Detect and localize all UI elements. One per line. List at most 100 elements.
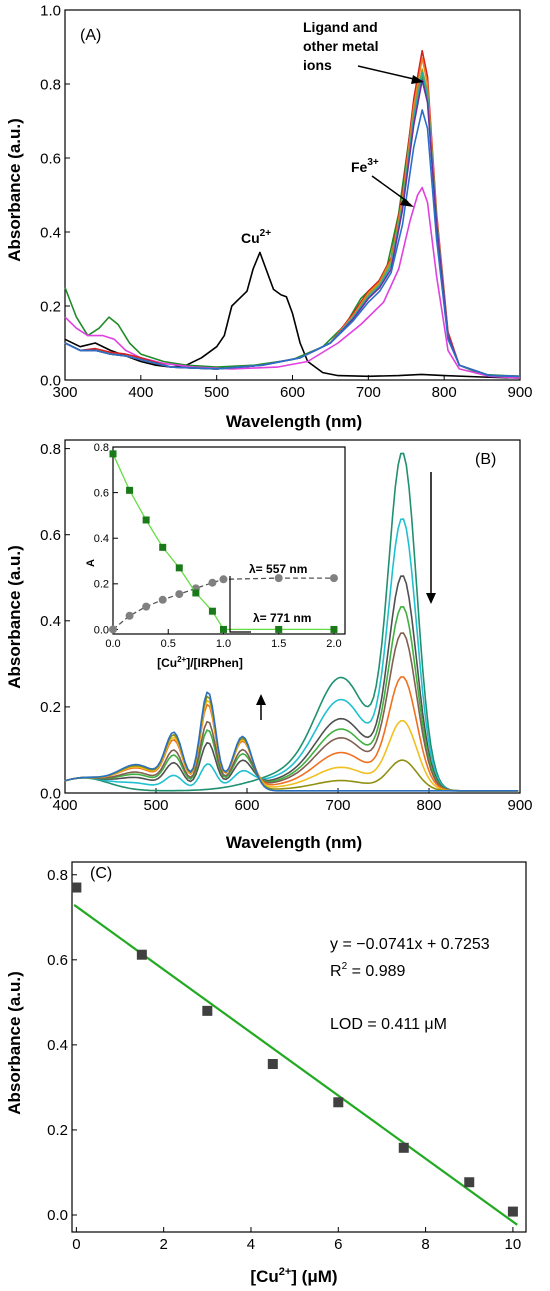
panel-a-y-tick-label: 0.8 xyxy=(40,76,61,93)
lod-text: LOD = 0.411 μM xyxy=(330,1016,447,1033)
panel-a-spectrum-line xyxy=(64,72,521,378)
ligand-annotation-line2: other metal xyxy=(303,38,378,54)
fit-r-squared: R2 = 0.989 xyxy=(330,961,406,980)
inset-771-marker xyxy=(142,516,150,524)
panel-a-label: (A) xyxy=(80,27,101,44)
inset-series-line xyxy=(112,453,334,631)
ligand-annotation-line3: ions xyxy=(303,57,332,73)
panel-b-y-tick-label: 0.0 xyxy=(40,785,61,802)
inset-series-line xyxy=(112,577,334,630)
panel-a-frame xyxy=(64,9,521,381)
panel-c-x-tick-label: 6 xyxy=(334,1236,342,1253)
inset-background xyxy=(113,447,345,634)
panel-a-y-tick-label: 1.0 xyxy=(40,2,61,19)
data-point xyxy=(202,1005,213,1016)
panel-b-label: (B) xyxy=(475,451,496,468)
inset-label-771: λ= 771 nm xyxy=(253,611,311,625)
increase-arrowhead xyxy=(256,694,266,705)
panel-a-plot-area: 300 400 500 600 700 800 900 0.0 0.2 0.4 0.6 0.8 1.0 xyxy=(40,2,532,401)
inset-y-tick-label: 0.2 xyxy=(94,579,109,591)
fit-line xyxy=(73,904,518,1226)
panel-b-spectrum-line xyxy=(64,691,519,792)
decrease-arrowhead xyxy=(426,593,436,604)
data-point xyxy=(267,1059,278,1070)
panel-b-x-axis-label: Wavelength (nm) xyxy=(226,833,362,852)
panel-b-x-tick-label: 900 xyxy=(507,797,532,814)
inset-frame xyxy=(112,446,346,635)
panel-b-x-tick-label: 400 xyxy=(52,797,77,814)
inset-557-marker xyxy=(274,574,283,583)
panel-c-y-tick-label: 0.0 xyxy=(47,1207,68,1224)
panel-c-x-tick-label: 8 xyxy=(421,1236,429,1253)
panel-b: 400 500 600 700 800 900 0.0 0.2 0.4 0.6 0.8 (B) Ab… xyxy=(5,439,533,852)
panel-a-spectrum-line xyxy=(64,75,521,378)
inset-y-tick-label: 0.8 xyxy=(94,442,109,454)
panel-a-spectrum-line xyxy=(64,49,521,378)
panel-c-plot-area: 0 2 4 6 8 10 0.0 0.2 0.4 0.6 0.8 xyxy=(47,861,527,1253)
inset-771-marker xyxy=(109,450,117,458)
ligand-annotation-line1: Ligand and xyxy=(303,19,378,35)
panel-a-x-tick-label: 500 xyxy=(204,384,229,401)
panel-a-y-tick-label: 0.0 xyxy=(40,372,61,389)
panel-a: 300 400 500 600 700 800 9000.00.20.40.60.81.0 … xyxy=(5,2,533,431)
inset-771-marker xyxy=(275,625,283,633)
panel-c-y-tick-label: 0.4 xyxy=(47,1037,68,1054)
ligand-arrow xyxy=(357,65,419,81)
panel-c-y-tick-label: 0.6 xyxy=(47,952,68,969)
panel-a-spectrum-line xyxy=(64,186,521,379)
fe-arrowhead xyxy=(400,198,414,207)
data-point xyxy=(136,949,147,960)
inset-x-tick-label: 1.5 xyxy=(271,638,286,650)
inset-771-marker xyxy=(330,625,338,633)
panel-c-y-axis-label: Absorbance (a.u.) xyxy=(5,971,24,1115)
panel-b-x-tick-label: 800 xyxy=(416,797,441,814)
panel-b-x-tick-label: 700 xyxy=(325,797,350,814)
inset-771-marker xyxy=(159,543,167,551)
fe-arrow xyxy=(371,175,409,203)
panel-c-x-tick-label: 10 xyxy=(505,1236,522,1253)
data-point xyxy=(71,882,82,893)
inset-557-marker xyxy=(329,574,338,583)
panel-b-spectrum-line xyxy=(64,452,519,792)
inset-y-axis-label: A xyxy=(85,559,97,567)
panel-a-spectrum-line xyxy=(64,109,521,378)
inset-557-marker xyxy=(109,625,117,634)
inset-label-557: λ= 557 nm xyxy=(249,562,307,576)
panel-c: 0 2 4 6 8 10 0.0 0.2 0.4 0.6 0.8 (C) y = −0.0741x … xyxy=(5,861,527,1286)
fe-annotation: Fe3+ xyxy=(351,157,379,175)
panel-b-y-tick-label: 0.4 xyxy=(40,613,61,630)
panel-c-frame xyxy=(71,861,527,1233)
inset-557-marker xyxy=(219,575,228,584)
inset-771-marker xyxy=(175,564,183,572)
inset-771-marker xyxy=(126,486,134,494)
panel-b-y-tick-label: 0.8 xyxy=(40,441,61,458)
panel-b-spectrum-line xyxy=(64,518,519,792)
panel-a-spectrum-line xyxy=(64,79,521,378)
panel-b-x-tick-label: 600 xyxy=(234,797,259,814)
panel-b-y-tick-label: 0.6 xyxy=(40,527,61,544)
panel-a-x-tick-label: 700 xyxy=(356,384,381,401)
panel-c-x-axis-label: [Cu2+] (μM) xyxy=(250,1266,337,1286)
panel-a-spectrum-line xyxy=(64,251,521,379)
panel-c-x-tick-label: 2 xyxy=(160,1236,168,1253)
panel-a-spectrum-line xyxy=(64,68,521,378)
fit-equation: y = −0.0741x + 0.7253 xyxy=(330,936,490,953)
inset-771-marker xyxy=(219,625,227,633)
inset-771-marker xyxy=(208,607,216,615)
inset-557-marker xyxy=(175,590,184,599)
data-point xyxy=(507,1206,518,1217)
panel-a-x-tick-label: 800 xyxy=(432,384,457,401)
inset-x-tick-label: 1.0 xyxy=(216,638,231,650)
panel-c-x-tick-label: 4 xyxy=(247,1236,255,1253)
panel-b-y-axis-label: Absorbance (a.u.) xyxy=(5,545,24,689)
cu-annotation: Cu2+ xyxy=(241,228,271,246)
data-point xyxy=(333,1097,344,1108)
inset-y-tick-label: 0.4 xyxy=(94,533,109,545)
panel-b-inset: 0.0 0.5 1.0 1.5 2.0 0.0 0.2 0.4 0.6 0.8 xyxy=(94,442,346,650)
inset-557-marker xyxy=(208,578,217,587)
inset-771-marker xyxy=(192,589,200,597)
panel-a-y-axis-label: Absorbance (a.u.) xyxy=(5,118,24,262)
panel-a-y-tick-label: 0.2 xyxy=(40,298,61,315)
inset-label-771-leader xyxy=(229,576,251,633)
